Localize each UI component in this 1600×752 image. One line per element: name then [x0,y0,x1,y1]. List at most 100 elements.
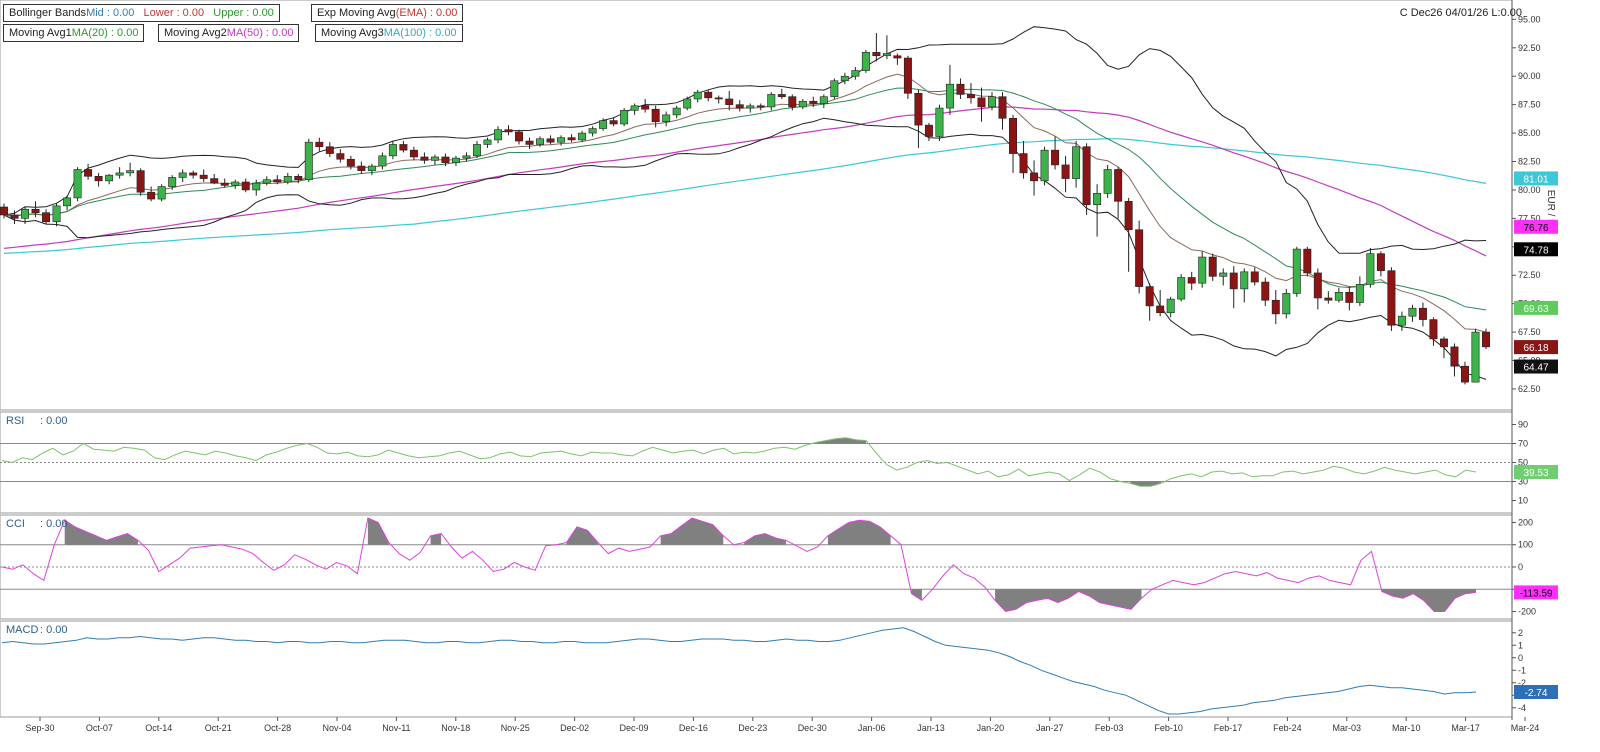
legend-ema[interactable]: Exp Moving Avg(EMA) : 0.00 [311,4,464,22]
cci-last-label: -113.59 [1519,588,1553,599]
candle-body [1082,146,1091,206]
candle-body [283,175,292,183]
candle [546,135,555,145]
x-tick-label: Dec-30 [798,723,827,733]
candle [515,129,523,145]
candle [210,174,219,185]
candle-body [1229,272,1238,290]
candle [1303,246,1312,277]
candle-body [830,80,839,97]
candle-body [546,138,555,143]
candle [882,35,891,60]
price-tick-label: 82.50 [1518,157,1541,167]
candle [94,172,103,187]
legend-bollinger[interactable]: Bollinger BandsMid : 0.00 Lower : 0.00 U… [3,4,280,22]
candle [147,186,156,202]
candle [1397,311,1406,331]
candle [630,103,639,115]
candle-body [388,144,397,157]
legend-ma1[interactable]: Moving Avg1MA(20) : 0.00 [3,24,145,42]
candle [451,155,460,167]
candle-body [1461,365,1469,383]
candle [735,100,744,112]
candle-body [1124,201,1133,231]
candle [1240,268,1249,303]
candle [494,126,502,144]
candle-body [52,205,61,223]
x-tick-label: Jan-20 [977,723,1005,733]
candle-body [536,138,545,145]
candle [588,126,597,137]
candle [756,103,765,111]
rsi-tick-label: 10 [1518,496,1528,506]
candle [346,155,355,170]
candle-body [1240,271,1249,290]
legend-ma1-tag: MA(20) : 0.00 [71,27,139,39]
candle [31,201,40,218]
candle [714,95,723,104]
candle [830,78,839,99]
candle [136,168,145,196]
price-label-box [1514,340,1558,355]
candle [567,134,576,143]
candle [525,137,534,150]
candle-body [1145,286,1154,307]
candle-body [735,104,744,109]
candle [472,141,481,159]
x-tick-label: Mar-24 [1511,723,1540,733]
candle-body [840,75,849,82]
candle-body [231,181,240,186]
legend-ma2[interactable]: Moving Avg2MA(50) : 0.00 [158,24,300,42]
candle [1124,197,1133,272]
rsi-tick-label: 70 [1518,439,1528,449]
candle-body [525,140,534,145]
macd-tick-label: 2 [1518,628,1523,638]
candle [777,88,786,99]
x-tick-label: Oct-07 [86,723,113,733]
macd-last-label: -2.74 [1525,688,1548,699]
candle [1439,336,1448,359]
rsi-last-label: 39.53 [1523,468,1548,479]
candle [1366,247,1375,288]
candle-body [966,94,975,99]
x-tick-label: Nov-04 [322,723,351,733]
candle-body [1282,293,1291,315]
macd-line [1,627,1477,715]
candle [1408,304,1417,322]
candle-body [693,91,702,100]
candle [683,96,692,111]
candle-body [1250,271,1259,283]
candle-body [872,52,881,57]
candle-body [1292,248,1301,294]
candle [283,172,292,185]
x-tick-label: Oct-14 [145,723,172,733]
candle-body [1156,305,1165,314]
rsi-value: : 0.00 [40,415,68,427]
candle-body [1418,307,1427,320]
candle [1250,267,1259,286]
candle [1019,141,1028,179]
candle-body [756,105,765,108]
candle-body [1397,315,1406,326]
macd-last-box [1514,685,1558,699]
rsi-tick-label: 30 [1518,477,1528,487]
candle [357,161,366,175]
price-tick-label: 90.00 [1518,71,1541,81]
candle-body [1376,253,1385,271]
candle-body [189,172,198,176]
candle-body [210,178,219,184]
candle-body [767,94,776,108]
candle [462,152,471,162]
cci-tick-label: 100 [1518,540,1533,550]
price-label-box [1514,171,1558,186]
candle-body [672,107,681,116]
candle-body [1324,297,1333,301]
rsi-tick-label: 50 [1518,458,1528,468]
candle [536,136,545,147]
candle [84,163,93,180]
candle [252,179,261,196]
candle [1482,328,1490,350]
candle [1271,290,1280,325]
legend-ma3[interactable]: Moving Avg3MA(100) : 0.00 [315,24,463,42]
candle [157,184,166,202]
